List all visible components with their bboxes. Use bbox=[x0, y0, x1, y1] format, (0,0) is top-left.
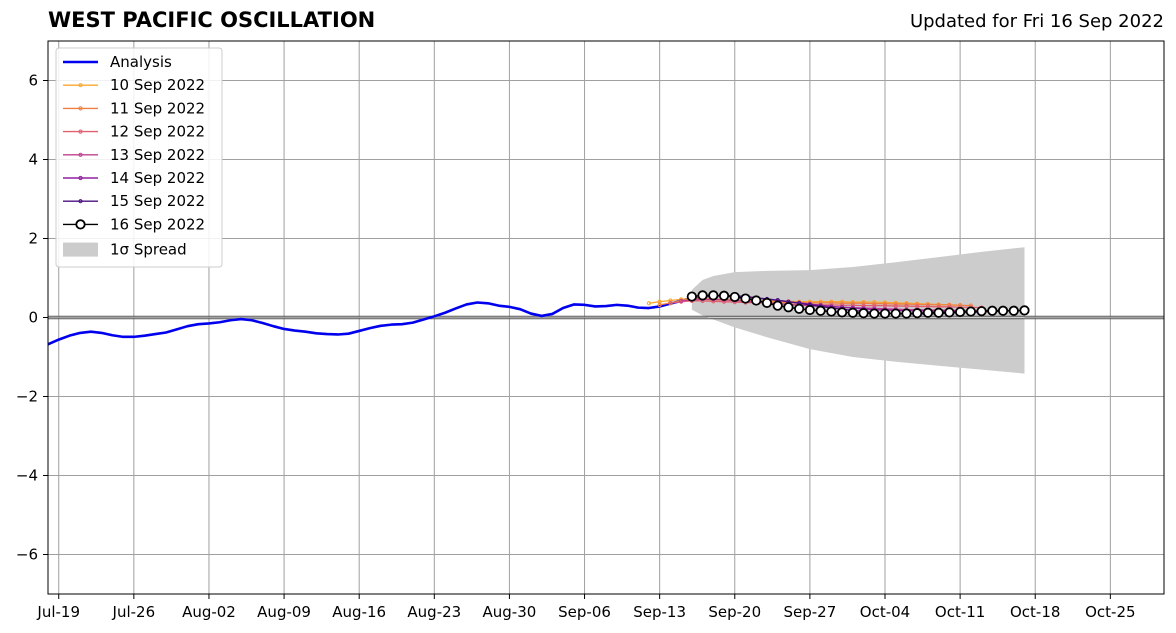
forecast-point bbox=[815, 305, 826, 316]
forecast-point bbox=[826, 306, 837, 317]
forecast-point bbox=[976, 306, 987, 317]
legend-label: 14 Sep 2022 bbox=[110, 169, 205, 187]
legend-label: 10 Sep 2022 bbox=[110, 76, 205, 94]
forecast-point bbox=[836, 307, 848, 318]
x-tick-label: Sep-27 bbox=[783, 603, 836, 621]
legend-marker bbox=[78, 106, 83, 111]
grid-lines bbox=[48, 41, 1164, 594]
x-tick-label: Aug-16 bbox=[332, 603, 386, 621]
x-axis: Jul-19 Jul-26 Aug-02 Aug-09 Aug-16 Aug-23 Aug-… bbox=[36, 594, 1136, 621]
legend-marker bbox=[78, 83, 83, 88]
forecast-point bbox=[890, 308, 901, 319]
x-tick-label: Sep-13 bbox=[633, 603, 686, 621]
legend-marker bbox=[78, 152, 83, 157]
x-tick-label: Sep-20 bbox=[708, 603, 761, 621]
legend-box bbox=[55, 47, 223, 268]
forecast-point bbox=[646, 301, 652, 306]
forecast-point bbox=[708, 290, 719, 301]
forecast-point bbox=[657, 302, 662, 307]
legend-marker bbox=[78, 175, 83, 181]
forecast-point bbox=[1019, 305, 1030, 316]
forecast-point bbox=[955, 306, 966, 318]
x-tick-label: Aug-30 bbox=[483, 603, 537, 621]
forecast-point bbox=[772, 300, 783, 311]
y-tick-label: 4 bbox=[28, 151, 38, 169]
legend: Analysis 10 Sep 2022 11 Sep 2022 12 Sep 202… bbox=[55, 47, 223, 268]
y-tick-label: −6 bbox=[16, 546, 38, 564]
legend-marker bbox=[78, 129, 83, 134]
forecast-point bbox=[794, 303, 805, 314]
forecast-point bbox=[944, 307, 955, 318]
forecast-point bbox=[729, 291, 740, 303]
x-tick-label: Oct-18 bbox=[1010, 603, 1060, 621]
forecast-point bbox=[879, 308, 891, 319]
forecast-point bbox=[718, 290, 730, 301]
forecast-point bbox=[858, 308, 869, 319]
x-tick-label: Jul-26 bbox=[112, 603, 156, 621]
x-tick-label: Sep-06 bbox=[558, 603, 611, 621]
legend-label: 1σ Spread bbox=[110, 241, 187, 259]
legend-marker bbox=[78, 199, 83, 204]
legend-marker bbox=[75, 219, 86, 230]
forecast-point bbox=[1008, 305, 1019, 316]
legend-label: 13 Sep 2022 bbox=[110, 146, 205, 164]
y-tick-label: −2 bbox=[16, 388, 38, 406]
forecast-point bbox=[922, 307, 934, 318]
legend-label: Analysis bbox=[110, 53, 172, 71]
y-axis: −6 −4 −2 0 2 4 6 bbox=[16, 72, 48, 564]
x-tick-label: Oct-04 bbox=[860, 603, 910, 621]
y-tick-label: −4 bbox=[16, 467, 38, 485]
forecast-point bbox=[697, 290, 708, 301]
y-tick-label: 6 bbox=[28, 72, 38, 90]
forecast-point bbox=[933, 307, 944, 318]
updated-date: Updated for Fri 16 Sep 2022 bbox=[909, 11, 1164, 32]
x-tick-label: Aug-23 bbox=[407, 603, 461, 621]
forecast-point bbox=[751, 295, 762, 306]
series-layer bbox=[47, 290, 1030, 346]
y-tick-label: 0 bbox=[28, 309, 38, 327]
legend-label: 11 Sep 2022 bbox=[110, 99, 205, 117]
forecast-point bbox=[901, 308, 912, 319]
forecast-point bbox=[861, 301, 866, 306]
forecast-point bbox=[804, 304, 815, 316]
forecast-point bbox=[679, 298, 684, 304]
forecast-point bbox=[740, 293, 751, 304]
legend-label: 16 Sep 2022 bbox=[110, 215, 205, 233]
legend-label: 15 Sep 2022 bbox=[110, 192, 205, 210]
y-tick-label: 2 bbox=[28, 230, 38, 248]
forecast-point bbox=[761, 297, 773, 308]
x-tick-label: Oct-25 bbox=[1085, 603, 1135, 621]
forecast-point bbox=[965, 306, 976, 317]
legend-label: 12 Sep 2022 bbox=[110, 123, 205, 141]
forecast-point bbox=[912, 308, 923, 319]
forecast-point bbox=[987, 305, 998, 316]
forecast-point bbox=[847, 307, 858, 318]
forecast-point bbox=[997, 305, 1009, 316]
legend-swatch bbox=[63, 242, 98, 257]
forecast-point bbox=[869, 308, 880, 319]
x-tick-label: Oct-11 bbox=[935, 603, 985, 621]
forecast-point bbox=[686, 291, 697, 302]
analysis-line bbox=[47, 296, 693, 346]
x-tick-label: Aug-02 bbox=[182, 603, 236, 621]
forecast-point bbox=[668, 301, 673, 306]
x-tick-label: Jul-19 bbox=[36, 603, 80, 621]
x-tick-label: Aug-09 bbox=[257, 603, 311, 621]
forecast-point bbox=[783, 302, 794, 313]
chart-title: WEST PACIFIC OSCILLATION bbox=[48, 8, 376, 32]
